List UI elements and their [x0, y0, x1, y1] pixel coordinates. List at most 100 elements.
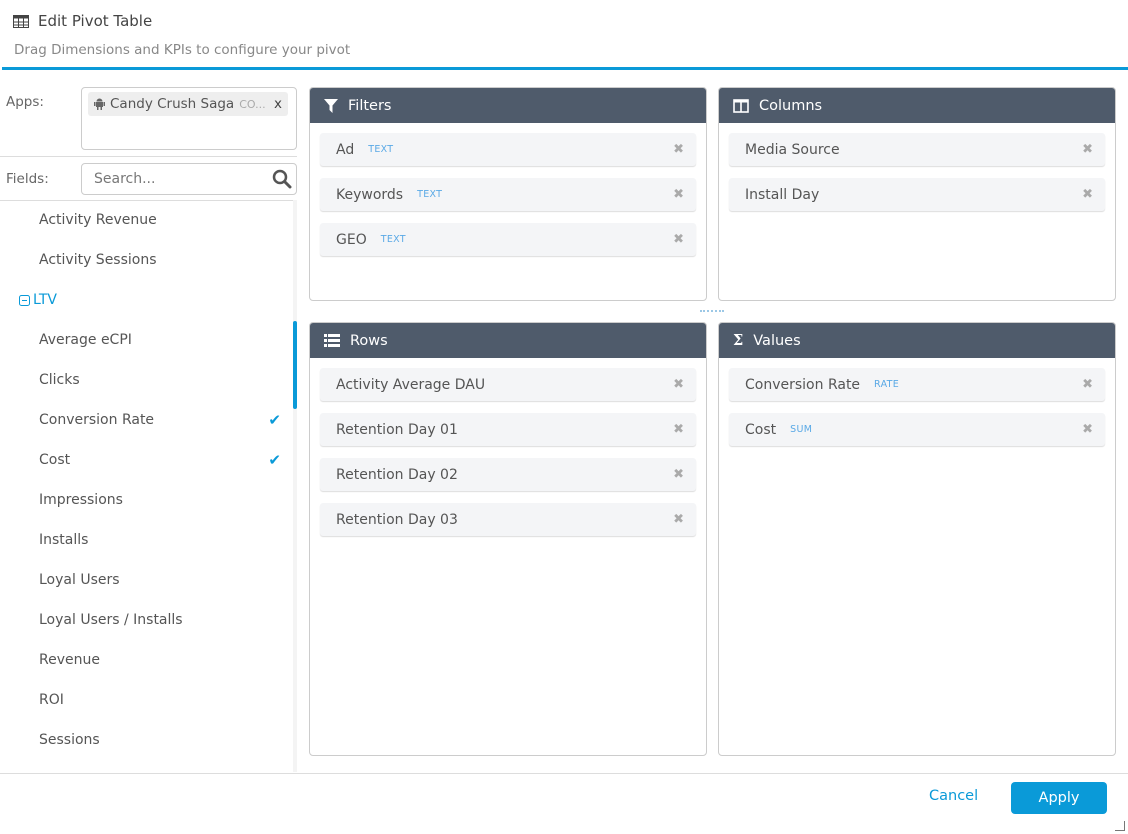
remove-icon[interactable]: ✖ — [673, 377, 684, 392]
footer-divider — [0, 773, 1128, 774]
field-item[interactable]: Loyal Users / Installs — [0, 600, 297, 640]
columns-dropzone[interactable]: Media Source ✖ Install Day ✖ — [719, 123, 1115, 211]
filters-chip[interactable]: Keywords TEXT ✖ — [320, 178, 696, 211]
filters-dropzone[interactable]: Ad TEXT ✖ Keywords TEXT ✖ GEO TEXT ✖ — [310, 123, 706, 256]
chip-label: Retention Day 02 — [336, 466, 458, 483]
values-chip[interactable]: Cost SUM ✖ — [729, 413, 1105, 446]
fields-scroll-track[interactable] — [293, 200, 297, 772]
field-item[interactable]: Activity Revenue — [0, 200, 297, 240]
dialog-subtitle: Drag Dimensions and KPIs to configure yo… — [14, 42, 351, 58]
rows-dropzone[interactable]: Activity Average DAU ✖ Retention Day 01 ✖ Re… — [310, 358, 706, 536]
remove-icon[interactable]: ✖ — [673, 187, 684, 202]
rows-header: Rows — [310, 323, 706, 358]
check-icon: ✔ — [268, 451, 281, 469]
values-header: Σ Values — [719, 323, 1115, 358]
chip-label: Cost — [745, 421, 777, 438]
rows-chip[interactable]: Retention Day 01 ✖ — [320, 413, 696, 446]
chip-type: RATE — [874, 379, 900, 390]
field-group[interactable]: LTV — [0, 280, 297, 320]
chip-label: Activity Average DAU — [336, 376, 486, 393]
chip-label: Conversion Rate — [745, 376, 861, 393]
rows-chip[interactable]: Activity Average DAU ✖ — [320, 368, 696, 401]
field-item[interactable]: Revenue — [0, 640, 297, 680]
chip-label: Ad — [336, 141, 355, 158]
remove-app-button[interactable]: x — [274, 96, 282, 112]
panel-title: Rows — [350, 332, 388, 349]
rows-chip[interactable]: Retention Day 03 ✖ — [320, 503, 696, 536]
apply-button[interactable]: Apply — [1011, 782, 1107, 814]
columns-icon — [733, 98, 749, 113]
remove-icon[interactable]: ✖ — [673, 232, 684, 247]
apps-selector[interactable]: Candy Crush Saga CO... x — [81, 87, 297, 150]
apps-label: Apps: — [6, 94, 44, 110]
search-input[interactable] — [92, 170, 272, 188]
app-platform: CO... — [239, 97, 266, 111]
sigma-icon: Σ — [733, 332, 744, 349]
field-item[interactable]: Average eCPI — [0, 320, 297, 360]
filters-panel[interactable]: Filters Ad TEXT ✖ Keywords TEXT ✖ GEO TEXT ✖ — [309, 87, 707, 301]
table-icon — [13, 14, 29, 28]
dialog-title: Edit Pivot Table — [13, 12, 152, 30]
chip-label: Retention Day 01 — [336, 421, 458, 438]
search-icon[interactable] — [272, 169, 292, 189]
field-item[interactable]: Clicks — [0, 360, 297, 400]
cancel-button[interactable]: Cancel — [929, 788, 979, 804]
field-label: Impressions — [39, 492, 123, 508]
remove-icon[interactable]: ✖ — [673, 467, 684, 482]
filter-icon — [324, 98, 338, 113]
field-item[interactable]: Cost ✔ — [0, 440, 297, 480]
field-label: Average eCPI — [39, 332, 132, 348]
chip-label: Media Source — [745, 141, 840, 158]
filters-chip[interactable]: Ad TEXT ✖ — [320, 133, 696, 166]
field-item[interactable]: Impressions — [0, 480, 297, 520]
title-text: Edit Pivot Table — [38, 12, 153, 30]
columns-header: Columns — [719, 88, 1115, 123]
app-name: Candy Crush Saga — [110, 96, 235, 112]
columns-panel[interactable]: Columns Media Source ✖ Install Day ✖ — [718, 87, 1116, 301]
chip-label: GEO — [336, 231, 367, 248]
field-item[interactable]: Installs — [0, 520, 297, 560]
remove-icon[interactable]: ✖ — [1082, 142, 1093, 157]
columns-chip[interactable]: Install Day ✖ — [729, 178, 1105, 211]
fields-scrollbar[interactable] — [293, 321, 297, 409]
remove-icon[interactable]: ✖ — [673, 512, 684, 527]
chip-type: SUM — [790, 424, 813, 435]
divider — [0, 156, 297, 157]
remove-icon[interactable]: ✖ — [673, 422, 684, 437]
chip-label: Keywords — [336, 186, 404, 203]
field-label: Activity Revenue — [39, 212, 157, 228]
filters-header: Filters — [310, 88, 706, 123]
field-label: Loyal Users — [39, 572, 120, 588]
remove-icon[interactable]: ✖ — [1082, 377, 1093, 392]
field-label: LTV — [33, 292, 58, 308]
values-panel[interactable]: Σ Values Conversion Rate RATE ✖ Cost SUM ✖ — [718, 322, 1116, 756]
field-label: Revenue — [39, 652, 100, 668]
fields-label: Fields: — [6, 171, 49, 187]
resize-handle[interactable] — [700, 310, 724, 312]
field-item[interactable]: Sessions — [0, 720, 297, 760]
field-item[interactable]: Conversion Rate ✔ — [0, 400, 297, 440]
accent-divider — [2, 67, 1128, 70]
remove-icon[interactable]: ✖ — [673, 142, 684, 157]
field-item[interactable]: ROI — [0, 680, 297, 720]
remove-icon[interactable]: ✖ — [1082, 422, 1093, 437]
rows-panel[interactable]: Rows Activity Average DAU ✖ Retention Day 0… — [309, 322, 707, 756]
chip-type: TEXT — [417, 189, 443, 200]
chip-type: TEXT — [368, 144, 394, 155]
values-chip[interactable]: Conversion Rate RATE ✖ — [729, 368, 1105, 401]
field-item[interactable]: Loyal Users — [0, 560, 297, 600]
filters-chip[interactable]: GEO TEXT ✖ — [320, 223, 696, 256]
values-dropzone[interactable]: Conversion Rate RATE ✖ Cost SUM ✖ — [719, 358, 1115, 446]
field-item[interactable]: Activity Sessions — [0, 240, 297, 280]
resize-grip-icon[interactable] — [1115, 821, 1125, 831]
rows-chip[interactable]: Retention Day 02 ✖ — [320, 458, 696, 491]
app-tag: Candy Crush Saga CO... x — [88, 92, 288, 116]
panel-title: Columns — [759, 97, 823, 114]
fields-list: Activity Revenue Activity Sessions LTV Aver… — [0, 200, 297, 772]
columns-chip[interactable]: Media Source ✖ — [729, 133, 1105, 166]
check-icon: ✔ — [268, 411, 281, 429]
field-label: Activity Sessions — [39, 252, 157, 268]
collapse-icon[interactable] — [19, 294, 30, 306]
remove-icon[interactable]: ✖ — [1082, 187, 1093, 202]
field-label: Sessions — [39, 732, 100, 748]
